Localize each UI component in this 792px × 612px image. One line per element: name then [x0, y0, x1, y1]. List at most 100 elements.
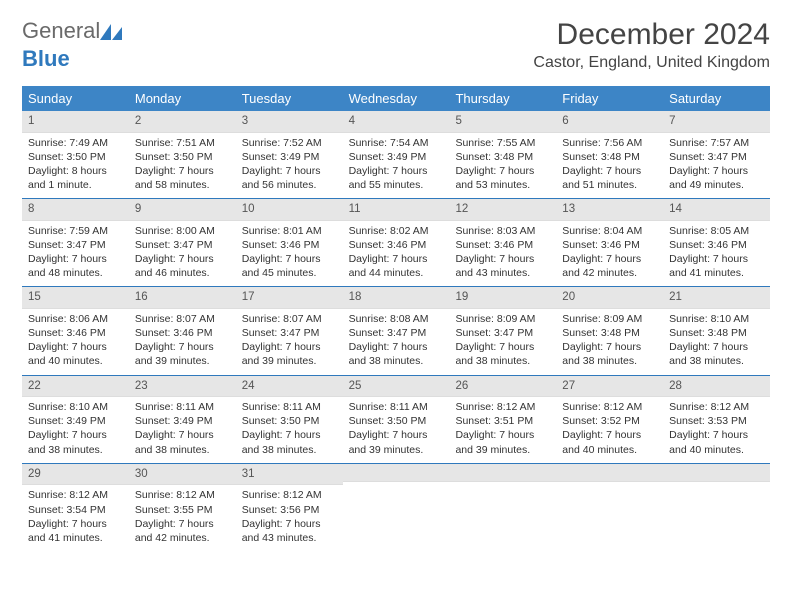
day-number: 3 [236, 111, 343, 133]
sunrise-text: Sunrise: 8:00 AM [135, 224, 230, 238]
sunset-text: Sunset: 3:46 PM [562, 238, 657, 252]
sunset-text: Sunset: 3:48 PM [455, 150, 550, 164]
sunset-text: Sunset: 3:53 PM [669, 414, 764, 428]
sunrise-text: Sunrise: 8:10 AM [28, 400, 123, 414]
day-body: Sunrise: 8:01 AMSunset: 3:46 PMDaylight:… [236, 221, 343, 281]
calendar-cell: 8Sunrise: 7:59 AMSunset: 3:47 PMDaylight… [22, 199, 129, 286]
day-body: Sunrise: 8:12 AMSunset: 3:54 PMDaylight:… [22, 485, 129, 545]
calendar-cell: 31Sunrise: 8:12 AMSunset: 3:56 PMDayligh… [236, 464, 343, 551]
day-number: 15 [22, 287, 129, 309]
calendar-week: 8Sunrise: 7:59 AMSunset: 3:47 PMDaylight… [22, 199, 770, 287]
sunrise-text: Sunrise: 8:01 AM [242, 224, 337, 238]
daylight-text: Daylight: 7 hours and 38 minutes. [669, 340, 764, 368]
calendar-cell: 29Sunrise: 8:12 AMSunset: 3:54 PMDayligh… [22, 464, 129, 551]
sunrise-text: Sunrise: 8:12 AM [669, 400, 764, 414]
sunrise-text: Sunrise: 8:10 AM [669, 312, 764, 326]
sunset-text: Sunset: 3:56 PM [242, 503, 337, 517]
day-body: Sunrise: 8:09 AMSunset: 3:48 PMDaylight:… [556, 309, 663, 369]
day-number: 4 [343, 111, 450, 133]
day-number: 28 [663, 376, 770, 398]
sunset-text: Sunset: 3:54 PM [28, 503, 123, 517]
day-body: Sunrise: 8:12 AMSunset: 3:52 PMDaylight:… [556, 397, 663, 457]
day-body: Sunrise: 8:02 AMSunset: 3:46 PMDaylight:… [343, 221, 450, 281]
daylight-text: Daylight: 7 hours and 40 minutes. [28, 340, 123, 368]
sunset-text: Sunset: 3:48 PM [562, 150, 657, 164]
calendar-cell: 2Sunrise: 7:51 AMSunset: 3:50 PMDaylight… [129, 111, 236, 198]
day-body: Sunrise: 8:12 AMSunset: 3:53 PMDaylight:… [663, 397, 770, 457]
day-number: 10 [236, 199, 343, 221]
calendar-cell: 30Sunrise: 8:12 AMSunset: 3:55 PMDayligh… [129, 464, 236, 551]
brand-logo: General Blue [22, 18, 122, 72]
sunrise-text: Sunrise: 8:11 AM [349, 400, 444, 414]
sunrise-text: Sunrise: 7:57 AM [669, 136, 764, 150]
sunset-text: Sunset: 3:50 PM [349, 414, 444, 428]
sunrise-text: Sunrise: 8:02 AM [349, 224, 444, 238]
sunset-text: Sunset: 3:47 PM [669, 150, 764, 164]
calendar-cell-empty [556, 464, 663, 551]
day-number [449, 464, 556, 482]
sunset-text: Sunset: 3:55 PM [135, 503, 230, 517]
day-number: 29 [22, 464, 129, 486]
sunset-text: Sunset: 3:49 PM [242, 150, 337, 164]
sunset-text: Sunset: 3:47 PM [135, 238, 230, 252]
day-body: Sunrise: 8:10 AMSunset: 3:49 PMDaylight:… [22, 397, 129, 457]
calendar-cell: 3Sunrise: 7:52 AMSunset: 3:49 PMDaylight… [236, 111, 343, 198]
sunset-text: Sunset: 3:49 PM [28, 414, 123, 428]
calendar-cell: 20Sunrise: 8:09 AMSunset: 3:48 PMDayligh… [556, 287, 663, 374]
sunset-text: Sunset: 3:47 PM [28, 238, 123, 252]
daylight-text: Daylight: 7 hours and 38 minutes. [242, 428, 337, 456]
day-number: 1 [22, 111, 129, 133]
day-body: Sunrise: 8:00 AMSunset: 3:47 PMDaylight:… [129, 221, 236, 281]
page-header: General Blue December 2024 Castor, Engla… [22, 18, 770, 72]
day-body: Sunrise: 8:08 AMSunset: 3:47 PMDaylight:… [343, 309, 450, 369]
sunrise-text: Sunrise: 8:07 AM [242, 312, 337, 326]
location-text: Castor, England, United Kingdom [533, 54, 770, 72]
day-body: Sunrise: 8:12 AMSunset: 3:51 PMDaylight:… [449, 397, 556, 457]
day-body: Sunrise: 7:57 AMSunset: 3:47 PMDaylight:… [663, 133, 770, 193]
logo-text-general: General [22, 18, 100, 43]
day-number: 23 [129, 376, 236, 398]
day-body [556, 482, 663, 536]
daylight-text: Daylight: 7 hours and 45 minutes. [242, 252, 337, 280]
day-number: 24 [236, 376, 343, 398]
sunset-text: Sunset: 3:49 PM [135, 414, 230, 428]
day-body: Sunrise: 7:56 AMSunset: 3:48 PMDaylight:… [556, 133, 663, 193]
sunrise-text: Sunrise: 7:49 AM [28, 136, 123, 150]
sunset-text: Sunset: 3:50 PM [135, 150, 230, 164]
sunrise-text: Sunrise: 8:07 AM [135, 312, 230, 326]
day-body: Sunrise: 8:05 AMSunset: 3:46 PMDaylight:… [663, 221, 770, 281]
logo-sail-icon [100, 20, 122, 46]
calendar-cell: 6Sunrise: 7:56 AMSunset: 3:48 PMDaylight… [556, 111, 663, 198]
day-body: Sunrise: 7:55 AMSunset: 3:48 PMDaylight:… [449, 133, 556, 193]
calendar-cell: 24Sunrise: 8:11 AMSunset: 3:50 PMDayligh… [236, 376, 343, 463]
sunrise-text: Sunrise: 8:12 AM [135, 488, 230, 502]
day-body: Sunrise: 8:12 AMSunset: 3:55 PMDaylight:… [129, 485, 236, 545]
calendar-cell: 27Sunrise: 8:12 AMSunset: 3:52 PMDayligh… [556, 376, 663, 463]
calendar-cell: 1Sunrise: 7:49 AMSunset: 3:50 PMDaylight… [22, 111, 129, 198]
sunset-text: Sunset: 3:46 PM [242, 238, 337, 252]
sunrise-text: Sunrise: 8:12 AM [242, 488, 337, 502]
sunrise-text: Sunrise: 8:12 AM [28, 488, 123, 502]
day-header: Friday [556, 86, 663, 111]
calendar-week: 15Sunrise: 8:06 AMSunset: 3:46 PMDayligh… [22, 287, 770, 375]
calendar-cell-empty [449, 464, 556, 551]
sunrise-text: Sunrise: 8:12 AM [455, 400, 550, 414]
daylight-text: Daylight: 7 hours and 43 minutes. [455, 252, 550, 280]
sunset-text: Sunset: 3:50 PM [28, 150, 123, 164]
daylight-text: Daylight: 7 hours and 39 minutes. [455, 428, 550, 456]
daylight-text: Daylight: 7 hours and 48 minutes. [28, 252, 123, 280]
day-number: 26 [449, 376, 556, 398]
day-number: 17 [236, 287, 343, 309]
calendar-week: 29Sunrise: 8:12 AMSunset: 3:54 PMDayligh… [22, 464, 770, 551]
day-header-row: SundayMondayTuesdayWednesdayThursdayFrid… [22, 86, 770, 111]
daylight-text: Daylight: 7 hours and 42 minutes. [562, 252, 657, 280]
sunrise-text: Sunrise: 7:54 AM [349, 136, 444, 150]
day-body [663, 482, 770, 536]
calendar-cell: 22Sunrise: 8:10 AMSunset: 3:49 PMDayligh… [22, 376, 129, 463]
day-number: 13 [556, 199, 663, 221]
sunset-text: Sunset: 3:52 PM [562, 414, 657, 428]
day-body [343, 482, 450, 536]
day-number: 30 [129, 464, 236, 486]
day-body: Sunrise: 8:12 AMSunset: 3:56 PMDaylight:… [236, 485, 343, 545]
day-number: 21 [663, 287, 770, 309]
